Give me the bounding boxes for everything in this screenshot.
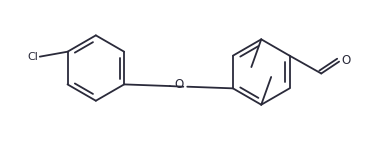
Text: O: O: [341, 54, 350, 67]
Text: O: O: [174, 78, 183, 91]
Text: Cl: Cl: [27, 52, 38, 62]
